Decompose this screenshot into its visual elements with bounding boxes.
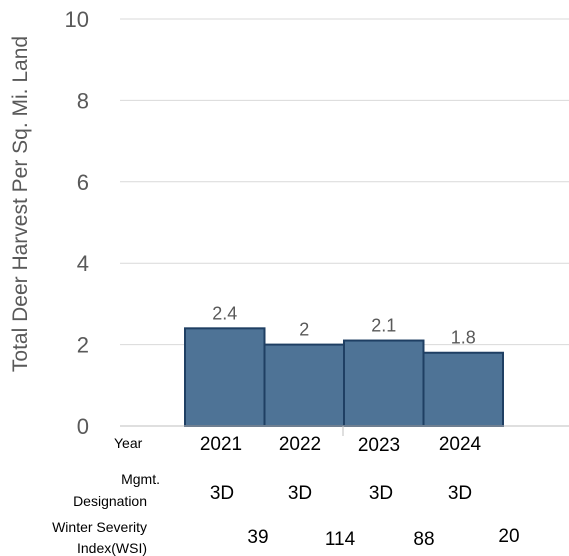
row-label-mgmt: Mgmt. [121,471,160,487]
y-tick-label: 2 [77,333,89,358]
wsi-cell: 20 [498,526,519,547]
mgmt-cell: 3D [210,483,234,504]
bar [263,343,345,428]
y-tick-label: 0 [77,414,89,439]
row-label-winter-severity: Winter Severity [52,519,147,535]
data-labels: 2.4 2 2.1 1.8 [212,303,476,347]
bar [184,327,266,428]
row-label-designation: Designation [73,493,147,509]
row-label-wsi: Index(WSI) [77,540,147,556]
bar [422,351,504,427]
y-tick-labels: 0 2 4 6 8 10 [65,7,89,439]
wsi-cell: 88 [413,529,434,550]
data-label: 1.8 [451,328,476,348]
row-label-year: Year [114,435,143,451]
gridlines [120,18,569,346]
y-tick-label: 6 [77,170,89,195]
mgmt-cell: 3D [288,483,312,504]
y-axis-label: Total Deer Harvest Per Sq. Mi. Land [9,36,32,372]
data-label: 2 [299,320,309,340]
bars [184,327,504,428]
y-tick-label: 4 [77,251,89,276]
year-cell: 2022 [279,434,321,455]
wsi-cell: 114 [325,529,356,550]
y-tick-label: 10 [65,7,89,32]
data-table: Year 2021 2022 2023 2024 Mgmt. Designation 3D 3D… [52,434,519,556]
mgmt-cell: 3D [369,483,393,504]
year-cell: 2021 [200,434,242,455]
wsi-cell: 39 [247,527,268,548]
data-label: 2.1 [371,316,396,336]
year-cell: 2024 [439,434,482,455]
data-label: 2.4 [212,303,237,323]
bar [343,339,425,427]
y-tick-label: 8 [77,88,89,113]
year-cell: 2023 [358,435,400,456]
mgmt-cell: 3D [448,483,472,504]
